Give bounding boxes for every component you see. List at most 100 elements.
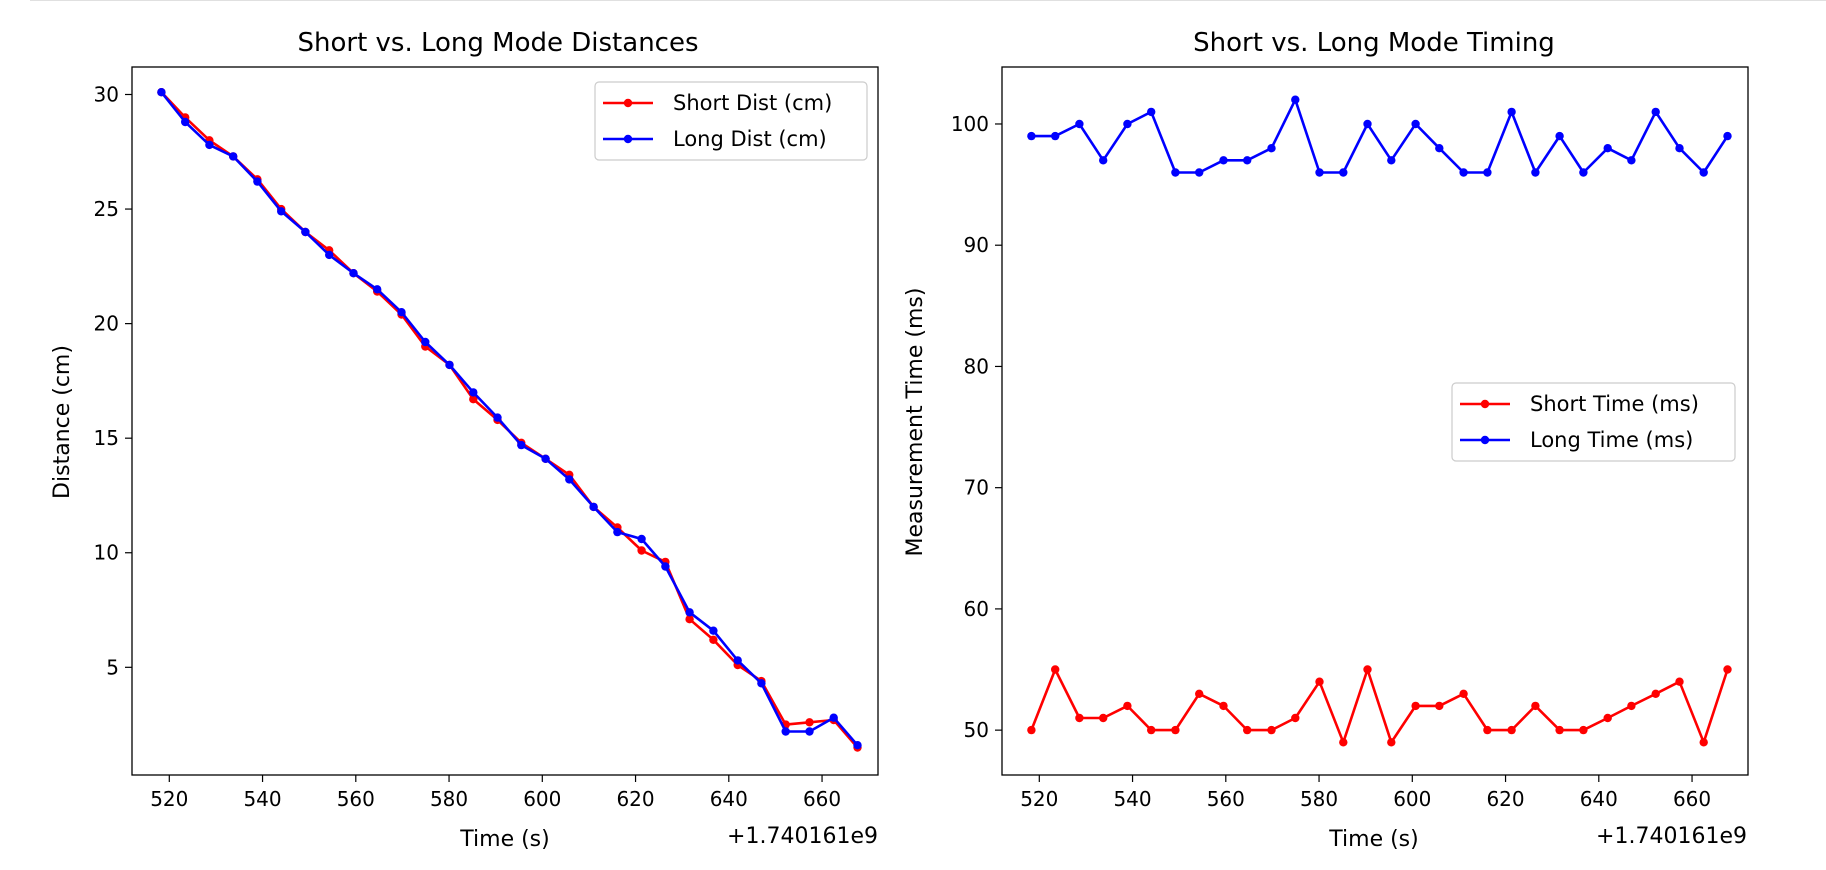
data-point (1531, 701, 1540, 711)
data-point (733, 656, 742, 665)
x-tick-label: 660 (803, 787, 841, 811)
data-point (445, 360, 454, 370)
data-point (1387, 738, 1396, 747)
data-point (157, 88, 166, 97)
data-point (1075, 713, 1084, 723)
data-point (1723, 665, 1732, 674)
data-point (1435, 144, 1444, 153)
plot-frame (1001, 66, 1749, 776)
y-axis-label: Measurement Time (ms) (903, 288, 928, 557)
y-tick-label: 90 (964, 233, 989, 257)
x-tick-label: 540 (243, 787, 281, 811)
x-axis-label: Time (s) (459, 827, 549, 852)
x-tick-label: 540 (1113, 787, 1151, 811)
data-point (1603, 713, 1612, 723)
data-point (1099, 713, 1108, 723)
data-point (1651, 689, 1660, 698)
legend-marker (1480, 399, 1490, 409)
data-point (613, 527, 622, 537)
legend-marker (623, 134, 633, 144)
legend: Short Time (ms) Long Time (ms) (1451, 382, 1736, 462)
data-point (421, 337, 430, 347)
data-point (517, 440, 526, 450)
y-axis-label: Distance (cm) (50, 345, 75, 499)
data-point (805, 718, 814, 727)
x-tick-label: 640 (710, 787, 748, 811)
data-point (1291, 95, 1300, 104)
data-point (325, 250, 334, 260)
y-tick-label: 80 (964, 354, 989, 378)
data-point (1027, 131, 1036, 141)
data-point (1171, 725, 1180, 735)
legend-label: Short Time (ms) (1530, 392, 1699, 416)
data-point (229, 152, 238, 161)
x-axis-offset-label: +1.740161e9 (727, 824, 878, 849)
top-border (30, 0, 1826, 1)
x-tick-label: 620 (1486, 787, 1524, 811)
data-point (1651, 107, 1660, 117)
data-point (1339, 738, 1348, 747)
data-point (709, 626, 718, 635)
data-point (685, 608, 694, 617)
data-point (1675, 144, 1684, 153)
legend-label: Short Dist (cm) (673, 91, 832, 115)
data-point (685, 615, 694, 624)
x-tick-label: 660 (1673, 787, 1711, 811)
data-point (253, 177, 262, 186)
data-point (1411, 119, 1420, 129)
data-point (589, 502, 598, 512)
x-axis-label: Time (s) (1328, 827, 1418, 852)
y-tick-label: 70 (964, 476, 989, 500)
data-point (301, 227, 310, 237)
data-point (1195, 168, 1204, 177)
chart-title: Short vs. Long Mode Distances (297, 28, 698, 58)
data-point (1555, 131, 1564, 141)
data-point (709, 635, 718, 644)
x-tick-label: 560 (1207, 787, 1245, 811)
series-line (1030, 668, 1729, 744)
data-point (1627, 156, 1636, 165)
data-point (1267, 725, 1276, 735)
data-point (757, 679, 766, 688)
legend: Short Dist (cm) Long Dist (cm) (594, 81, 868, 161)
y-tick-label: 5 (106, 655, 119, 679)
data-point (469, 388, 478, 397)
y-tick-label: 25 (94, 197, 119, 221)
legend-marker (623, 98, 633, 108)
data-point (1579, 725, 1588, 735)
data-point (205, 140, 214, 150)
data-point (565, 475, 574, 484)
data-point (1195, 689, 1204, 698)
chart-title: Short vs. Long Mode Timing (1193, 28, 1555, 58)
data-point (1459, 689, 1468, 698)
data-point (1027, 725, 1036, 735)
data-point (181, 117, 190, 127)
data-point (1555, 725, 1564, 735)
y-tick-label: 20 (94, 312, 119, 336)
data-point (1147, 725, 1156, 735)
y-tick-label: 100 (951, 112, 989, 136)
data-point (1507, 107, 1516, 117)
data-point (1627, 701, 1636, 711)
data-point (637, 546, 646, 555)
data-point (1435, 701, 1444, 711)
data-point (1243, 725, 1252, 735)
data-point (1579, 168, 1588, 177)
data-point (1123, 119, 1132, 129)
x-axis-offset-label: +1.740161e9 (1596, 824, 1747, 849)
data-point (277, 207, 286, 216)
y-tick-label: 50 (964, 718, 989, 742)
data-point (1723, 131, 1732, 141)
x-tick-label: 600 (523, 787, 561, 811)
data-point (1147, 107, 1156, 117)
legend-marker (1480, 435, 1490, 445)
data-point (853, 741, 862, 750)
data-point (1315, 677, 1324, 686)
legend-box (594, 81, 868, 161)
x-tick-label: 520 (1020, 787, 1058, 811)
data-point (1363, 665, 1372, 674)
plot-frame (131, 66, 879, 776)
data-point (1387, 156, 1396, 165)
x-tick-label: 600 (1393, 787, 1431, 811)
data-point (397, 308, 406, 317)
